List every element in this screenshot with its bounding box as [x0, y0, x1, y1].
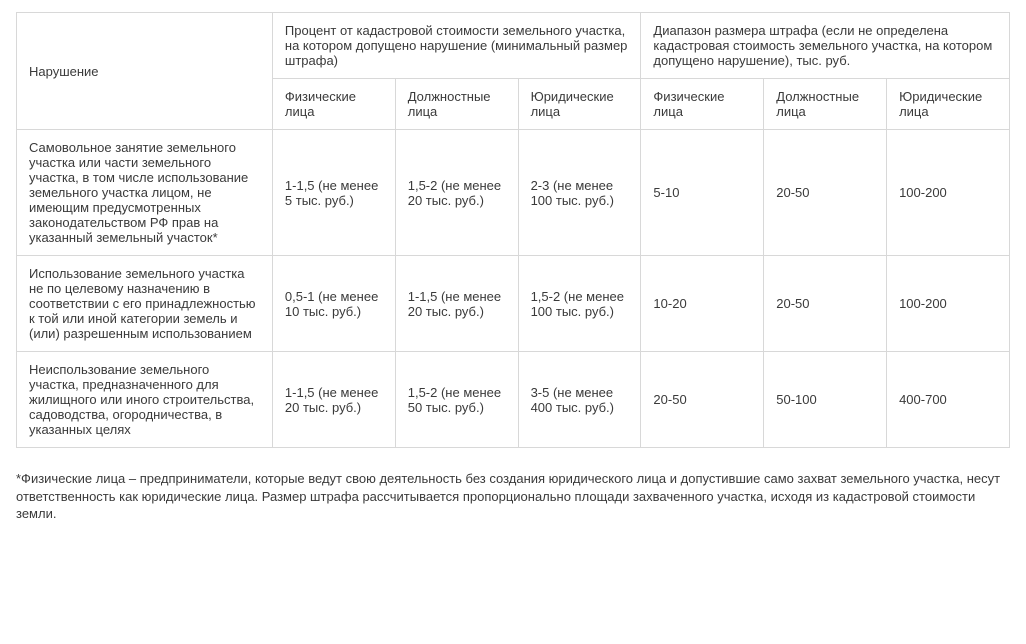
footnote-text: *Физические лица – предприниматели, кото…: [16, 470, 1010, 523]
cell-rng-legal: 400-700: [887, 352, 1010, 448]
cell-rng-phys: 10-20: [641, 256, 764, 352]
cell-pct-phys: 1-1,5 (не менее 20 тыс. руб.): [272, 352, 395, 448]
col-header-violation: Нарушение: [17, 13, 273, 130]
cell-pct-legal: 1,5-2 (не менее 100 тыс. руб.): [518, 256, 641, 352]
cell-violation: Использование земельного участка не по ц…: [17, 256, 273, 352]
col-header-group-percent: Процент от кадастровой стоимости земельн…: [272, 13, 641, 79]
cell-pct-legal: 3-5 (не менее 400 тыс. руб.): [518, 352, 641, 448]
cell-pct-officials: 1,5-2 (не менее 20 тыс. руб.): [395, 130, 518, 256]
cell-pct-officials: 1,5-2 (не менее 50 тыс. руб.): [395, 352, 518, 448]
cell-rng-officials: 20-50: [764, 256, 887, 352]
col-header-pct-phys: Физические лица: [272, 79, 395, 130]
cell-pct-officials: 1-1,5 (не менее 20 тыс. руб.): [395, 256, 518, 352]
table-header-row-1: Нарушение Процент от кадастровой стоимос…: [17, 13, 1010, 79]
cell-pct-phys: 0,5-1 (не менее 10 тыс. руб.): [272, 256, 395, 352]
col-header-pct-legal: Юридические лица: [518, 79, 641, 130]
col-header-rng-phys: Физические лица: [641, 79, 764, 130]
table-row: Самовольное занятие земельного участка и…: [17, 130, 1010, 256]
cell-rng-legal: 100-200: [887, 130, 1010, 256]
cell-rng-phys: 20-50: [641, 352, 764, 448]
penalties-table: Нарушение Процент от кадастровой стоимос…: [16, 12, 1010, 448]
col-header-pct-officials: Должностные лица: [395, 79, 518, 130]
cell-rng-officials: 20-50: [764, 130, 887, 256]
table-row: Неиспользование земельного участка, пред…: [17, 352, 1010, 448]
col-header-rng-officials: Должностные лица: [764, 79, 887, 130]
cell-rng-officials: 50-100: [764, 352, 887, 448]
table-row: Использование земельного участка не по ц…: [17, 256, 1010, 352]
cell-rng-phys: 5-10: [641, 130, 764, 256]
col-header-rng-legal: Юридические лица: [887, 79, 1010, 130]
cell-pct-legal: 2-3 (не менее 100 тыс. руб.): [518, 130, 641, 256]
cell-violation: Неиспользование земельного участка, пред…: [17, 352, 273, 448]
col-header-group-range: Диапазон размера штрафа (если не определ…: [641, 13, 1010, 79]
cell-pct-phys: 1-1,5 (не менее 5 тыс. руб.): [272, 130, 395, 256]
cell-violation: Самовольное занятие земельного участка и…: [17, 130, 273, 256]
cell-rng-legal: 100-200: [887, 256, 1010, 352]
